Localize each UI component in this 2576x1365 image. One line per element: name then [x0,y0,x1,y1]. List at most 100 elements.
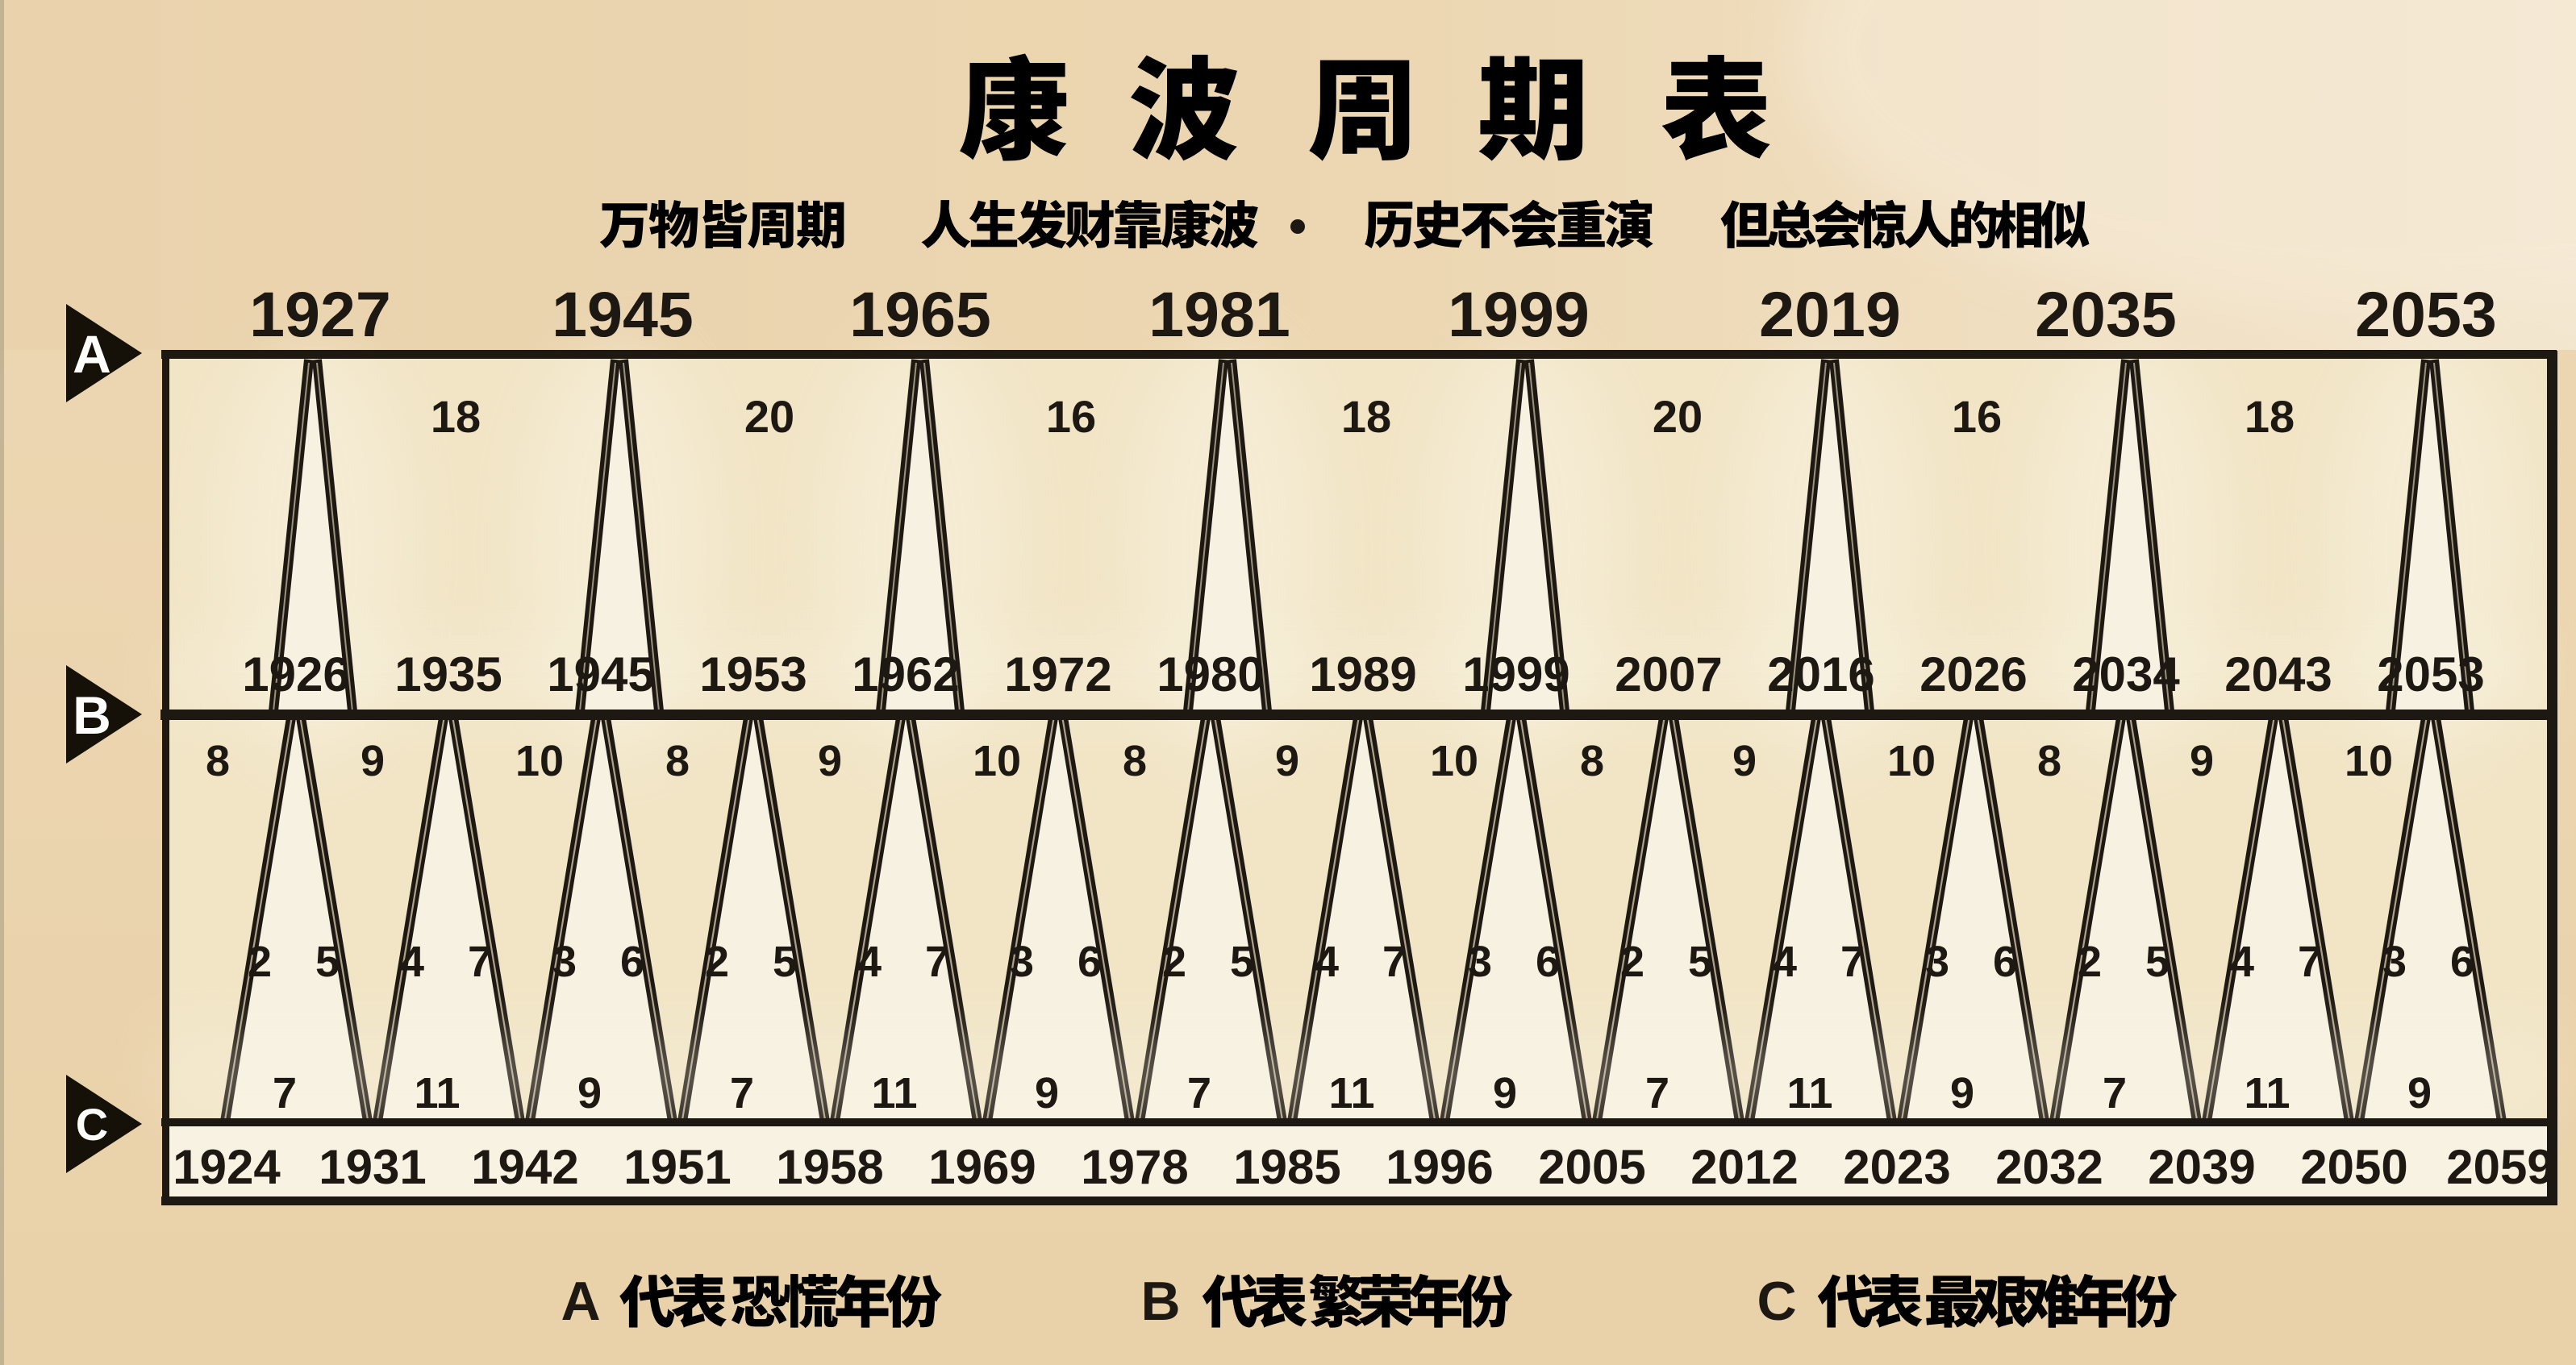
svg-text:2023: 2023 [1843,1140,1950,1194]
svg-text:1951: 1951 [623,1140,731,1194]
svg-text:8: 8 [1123,737,1147,785]
svg-text:9: 9 [2407,1069,2432,1117]
svg-text:2005: 2005 [1538,1140,1645,1194]
svg-text:2019: 2019 [1759,278,1901,350]
svg-text:2: 2 [705,938,729,986]
svg-text:1978: 1978 [1081,1140,1188,1194]
svg-text:11: 11 [2244,1069,2290,1117]
svg-text:9: 9 [1275,737,1299,785]
svg-text:C: C [1757,1271,1796,1332]
svg-text:1985: 1985 [1233,1140,1340,1194]
svg-text:5: 5 [315,938,340,986]
svg-text:2032: 2032 [1995,1140,2103,1194]
svg-text:1965: 1965 [849,278,991,350]
svg-text:2053: 2053 [2377,647,2484,701]
svg-text:18: 18 [431,391,481,442]
svg-text:1958: 1958 [776,1140,883,1194]
svg-text:2: 2 [1620,938,1644,986]
svg-text:9: 9 [818,737,842,785]
svg-text:2: 2 [248,938,272,986]
svg-text:10: 10 [973,737,1021,785]
svg-text:1969: 1969 [928,1140,1036,1194]
svg-text:1935: 1935 [394,647,502,701]
svg-text:18: 18 [1341,391,1391,442]
svg-text:6: 6 [1536,938,1560,986]
svg-text:3: 3 [1468,938,1492,986]
svg-text:7: 7 [1840,938,1865,986]
svg-text:11: 11 [871,1069,917,1117]
svg-text:1945: 1945 [547,647,654,701]
svg-text:1980: 1980 [1157,647,1264,701]
svg-text:16: 16 [1046,391,1096,442]
svg-text:1996: 1996 [1386,1140,1493,1194]
svg-text:4: 4 [400,938,424,986]
svg-text:1981: 1981 [1148,278,1290,350]
svg-text:B: B [73,685,111,745]
svg-text:9: 9 [1493,1069,1517,1117]
svg-text:10: 10 [2345,737,2393,785]
svg-text:5: 5 [2145,938,2170,986]
svg-text:7: 7 [730,1069,754,1117]
svg-text:9: 9 [577,1069,602,1117]
svg-text:1924: 1924 [173,1140,281,1194]
svg-text:8: 8 [2037,737,2061,785]
svg-text:2016: 2016 [1767,647,1874,701]
svg-text:5: 5 [773,938,797,986]
svg-text:10: 10 [1430,737,1478,785]
svg-text:2035: 2035 [2035,278,2177,350]
svg-text:2026: 2026 [1919,647,2027,701]
svg-text:7: 7 [273,1069,297,1117]
svg-text:3: 3 [1925,938,1949,986]
svg-text:6: 6 [1993,938,2017,986]
svg-text:2039: 2039 [2148,1140,2255,1194]
svg-text:1945: 1945 [552,278,694,350]
svg-text:7: 7 [468,938,492,986]
svg-text:5: 5 [1230,938,1254,986]
svg-text:2: 2 [2078,938,2102,986]
svg-text:2050: 2050 [2300,1140,2407,1194]
svg-text:2059: 2059 [2446,1140,2553,1194]
svg-text:7: 7 [1645,1069,1669,1117]
svg-text:5: 5 [1688,938,1712,986]
svg-text:1962: 1962 [852,647,959,701]
svg-text:2053: 2053 [2355,278,2497,350]
svg-text:11: 11 [414,1069,460,1117]
svg-text:4: 4 [1773,938,1797,986]
svg-text:1989: 1989 [1309,647,1416,701]
svg-text:20: 20 [744,391,794,442]
svg-text:20: 20 [1653,391,1703,442]
svg-text:3: 3 [1010,938,1034,986]
svg-text:1999: 1999 [1462,647,1569,701]
svg-text:2: 2 [1162,938,1186,986]
svg-text:1931: 1931 [319,1140,426,1194]
svg-text:7: 7 [2103,1069,2127,1117]
svg-text:B: B [1140,1271,1180,1332]
svg-text:3: 3 [2382,938,2407,986]
svg-text:2007: 2007 [1615,647,1722,701]
svg-text:7: 7 [925,938,949,986]
svg-text:18: 18 [2245,391,2295,442]
svg-text:2043: 2043 [2224,647,2332,701]
svg-text:1999: 1999 [1448,278,1590,350]
svg-text:C: C [76,1099,108,1150]
svg-text:1972: 1972 [1004,647,1111,701]
svg-text:4: 4 [2230,938,2254,986]
svg-text:2012: 2012 [1690,1140,1798,1194]
svg-text:9: 9 [2190,737,2214,785]
svg-text:6: 6 [620,938,644,986]
svg-text:4: 4 [857,938,882,986]
svg-text:1942: 1942 [471,1140,578,1194]
svg-text:3: 3 [552,938,577,986]
svg-text:8: 8 [1580,737,1604,785]
svg-text:7: 7 [1187,1069,1211,1117]
svg-text:9: 9 [1950,1069,1974,1117]
svg-text:1926: 1926 [242,647,349,701]
svg-text:9: 9 [1732,737,1757,785]
svg-text:1927: 1927 [249,278,391,350]
svg-text:6: 6 [2450,938,2474,986]
svg-text:8: 8 [665,737,690,785]
svg-text:16: 16 [1952,391,2002,442]
svg-text:10: 10 [515,737,564,785]
svg-text:4: 4 [1315,938,1339,986]
svg-text:11: 11 [1786,1069,1832,1117]
